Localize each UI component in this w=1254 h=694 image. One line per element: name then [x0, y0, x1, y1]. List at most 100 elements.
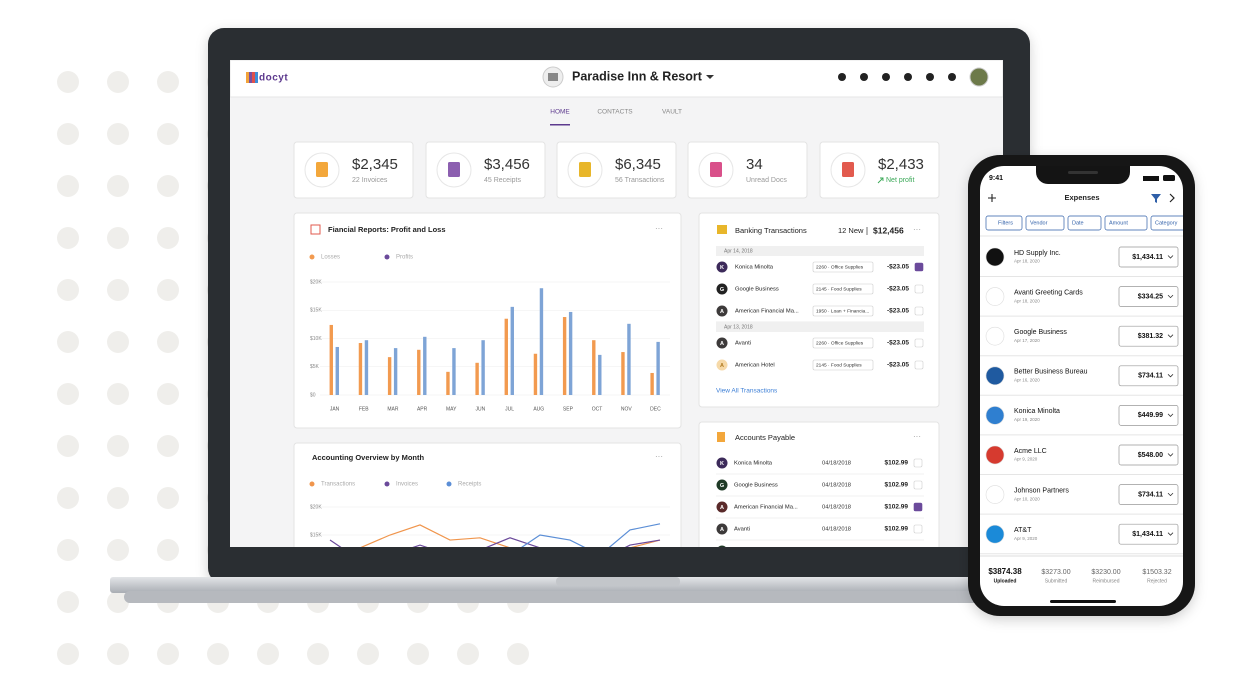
filter-chip[interactable]	[1150, 215, 1191, 231]
avatar-initial: G	[720, 287, 724, 293]
amount-box[interactable]	[1118, 246, 1179, 268]
category-box[interactable]	[812, 261, 874, 273]
bar	[446, 371, 450, 395]
avatar-initial: A	[720, 505, 724, 511]
y-tick-label: $15K	[310, 308, 322, 314]
amount: $102.99	[885, 526, 909, 533]
row-checkbox[interactable]	[914, 360, 924, 370]
filter-chip[interactable]	[1025, 215, 1065, 231]
amount-caret	[1167, 374, 1174, 378]
y-tick-label: $10K	[310, 336, 322, 342]
row-checkbox[interactable]	[913, 524, 923, 534]
vendor-name: Konica Minolta	[1014, 408, 1060, 415]
expense-amount: $334.25	[1138, 293, 1163, 300]
chart-title: Accounting Overview by Month	[312, 453, 425, 462]
card-title: Accounts Payable	[735, 433, 795, 442]
header-icon[interactable]	[838, 73, 846, 81]
card-menu[interactable]: ···	[655, 224, 663, 233]
bar	[358, 343, 363, 395]
next-chevron[interactable]	[1169, 193, 1175, 203]
category-box[interactable]	[812, 337, 874, 349]
kpi-icon	[710, 162, 722, 177]
card-menu[interactable]: ···	[655, 452, 663, 461]
user-avatar[interactable]	[969, 67, 989, 87]
row-checkbox[interactable]	[913, 480, 923, 490]
kpi-label: 22 Invoices	[352, 177, 388, 184]
row-checkbox[interactable]	[914, 338, 924, 348]
kpi-icon	[448, 162, 460, 177]
amount: -$23.05	[887, 264, 909, 271]
date-band	[716, 246, 924, 256]
nav-tab[interactable]: CONTACTS	[597, 109, 633, 116]
row-checkbox[interactable]	[914, 306, 924, 316]
filter-chip[interactable]	[1067, 215, 1102, 231]
expense-date: Apr 18, 2020	[1014, 298, 1040, 303]
row-checkbox[interactable]	[913, 458, 923, 468]
amount-box[interactable]	[1118, 405, 1179, 426]
category-box[interactable]	[812, 359, 874, 371]
amount-box[interactable]	[1118, 365, 1179, 387]
bg-dot	[507, 643, 529, 665]
bar	[481, 340, 485, 395]
filter-chip[interactable]	[1104, 215, 1148, 231]
phone-screen-content: 9:41 Expenses Filters Vendor Date Amount Categ…	[980, 175, 1191, 584]
bar	[598, 354, 602, 395]
category-box[interactable]	[812, 305, 874, 317]
amount-box[interactable]	[1118, 484, 1179, 505]
summary-value: $3230.00	[1091, 569, 1120, 576]
bar	[364, 340, 369, 395]
amount-box[interactable]	[1118, 325, 1179, 347]
amount-caret	[1167, 413, 1174, 417]
chart-title: Fiancial Reports: Profit and Loss	[328, 225, 446, 234]
amount: -$23.05	[887, 362, 909, 369]
card-menu[interactable]: ···	[913, 432, 921, 441]
expense-date: Apr 9, 2020	[1014, 536, 1038, 541]
x-tick-label: JUN	[476, 406, 486, 412]
amount-box[interactable]	[1118, 444, 1179, 466]
bg-dot	[107, 227, 129, 249]
kpi-value: 34	[746, 156, 763, 173]
header-icon[interactable]	[860, 73, 868, 81]
header-icon[interactable]	[926, 73, 934, 81]
vendor-name: American Hotel	[735, 363, 775, 369]
avatar	[716, 283, 728, 295]
bg-dot	[157, 331, 179, 353]
amount-box[interactable]	[1118, 286, 1179, 307]
bg-dot	[207, 643, 229, 665]
row-checkbox[interactable]	[913, 502, 923, 512]
bg-dot	[357, 643, 379, 665]
phone-notch	[1036, 166, 1130, 184]
vendor-name: Avanti	[734, 527, 750, 533]
filter-chip[interactable]	[985, 215, 1023, 231]
vendor-name: Google Business	[735, 287, 779, 293]
header-icon[interactable]	[882, 73, 890, 81]
kpi-value: $2,433	[878, 156, 924, 173]
view-all-link[interactable]: View All Transactions	[716, 388, 778, 395]
nav-tab[interactable]: VAULT	[662, 109, 682, 116]
row-checkbox[interactable]	[914, 262, 924, 272]
top-bar	[230, 60, 1003, 98]
header-icon[interactable]	[948, 73, 956, 81]
bg-dot	[57, 71, 79, 93]
vendor-logo	[985, 406, 1005, 425]
legend-marker	[309, 254, 315, 260]
property-name[interactable]: Paradise Inn & Resort	[572, 69, 703, 83]
header-icon[interactable]	[904, 73, 912, 81]
bar	[387, 357, 392, 395]
property-caret[interactable]	[706, 75, 714, 79]
avatar	[716, 501, 728, 513]
category-box[interactable]	[812, 283, 874, 295]
x-tick-label: SEP	[563, 406, 574, 412]
card-menu[interactable]: ···	[913, 225, 921, 234]
filter-icon[interactable]	[1151, 194, 1161, 203]
logo-mark	[249, 72, 252, 83]
add-button[interactable]	[988, 194, 996, 202]
expense-amount: $548.00	[1138, 452, 1163, 459]
amount-box[interactable]	[1118, 523, 1179, 545]
bg-dot	[57, 435, 79, 457]
nav-tab[interactable]: HOME	[550, 109, 570, 116]
series-line	[360, 524, 661, 547]
legend-marker	[446, 481, 452, 487]
row-checkbox[interactable]	[914, 284, 924, 294]
bg-dot	[57, 643, 79, 665]
